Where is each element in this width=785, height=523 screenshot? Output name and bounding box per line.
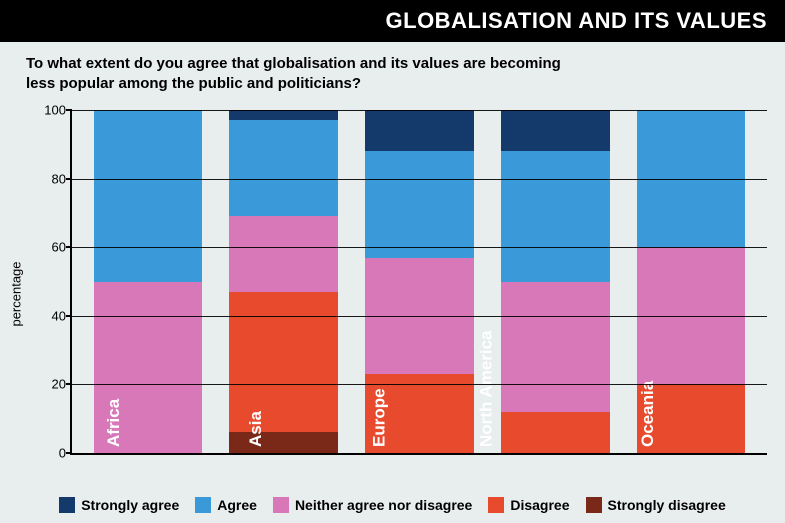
bar-column: Asia <box>229 110 338 453</box>
gridline <box>72 384 767 385</box>
legend: Strongly agree Agree Neither agree nor dis… <box>0 497 785 513</box>
legend-label: Strongly agree <box>81 497 179 513</box>
header-bar: GLOBALISATION AND ITS VALUES <box>0 0 785 42</box>
y-tick-label: 40 <box>36 308 66 323</box>
bar-category-label: Europe <box>370 388 390 447</box>
legend-item-agree: Agree <box>195 497 257 513</box>
y-axis-label: percentage <box>9 261 24 326</box>
subtitle-line1: To what extent do you agree that globali… <box>26 54 785 74</box>
bar-category-label: Asia <box>246 411 266 447</box>
bar-column: North America <box>501 110 610 453</box>
bar-segment-neither <box>229 216 338 291</box>
gridline <box>72 247 767 248</box>
gridline <box>72 316 767 317</box>
y-tick-label: 80 <box>36 171 66 186</box>
subtitle-line2: less popular among the public and politi… <box>26 74 785 94</box>
chart-area: percentage AfricaAsiaEuropeNorth America… <box>26 110 773 477</box>
bar-column: Europe <box>365 110 474 453</box>
legend-item-disagree: Disagree <box>488 497 569 513</box>
legend-label: Strongly disagree <box>608 497 726 513</box>
legend-swatch <box>195 497 211 513</box>
bar-segment-strongly_agree <box>501 110 610 151</box>
chart-question: To what extent do you agree that globali… <box>0 42 785 95</box>
bars-container: Africa Asia Europe North America Oceania <box>72 110 767 453</box>
bar-segment-strongly_agree <box>365 110 474 151</box>
legend-swatch <box>273 497 289 513</box>
bar-segment-agree <box>94 110 203 282</box>
legend-item-strongly_agree: Strongly agree <box>59 497 179 513</box>
y-tick-label: 60 <box>36 240 66 255</box>
y-tick-mark <box>66 178 72 180</box>
bar-segment-neither <box>501 282 610 412</box>
legend-label: Agree <box>217 497 257 513</box>
bar-stack <box>229 110 338 453</box>
y-tick-mark <box>66 246 72 248</box>
plot-area: AfricaAsiaEuropeNorth AmericaOceania 020… <box>70 110 767 455</box>
legend-label: Neither agree nor disagree <box>295 497 472 513</box>
legend-swatch <box>586 497 602 513</box>
bar-category-label: Africa <box>104 399 124 447</box>
legend-label: Disagree <box>510 497 569 513</box>
bar-stack <box>501 110 610 453</box>
bar-segment-agree <box>501 151 610 281</box>
y-tick-mark <box>66 315 72 317</box>
chart-frame: GLOBALISATION AND ITS VALUES To what ext… <box>0 0 785 523</box>
y-tick-mark <box>66 383 72 385</box>
bar-column: Oceania <box>637 110 746 453</box>
legend-swatch <box>59 497 75 513</box>
y-tick-mark <box>66 452 72 454</box>
legend-item-neither: Neither agree nor disagree <box>273 497 472 513</box>
page-title: GLOBALISATION AND ITS VALUES <box>386 8 767 34</box>
legend-item-strongly_disagree: Strongly disagree <box>586 497 726 513</box>
bar-segment-disagree <box>501 412 610 453</box>
bar-segment-agree <box>229 120 338 216</box>
legend-swatch <box>488 497 504 513</box>
gridline <box>72 179 767 180</box>
bar-segment-agree <box>365 151 474 257</box>
y-tick-mark <box>66 109 72 111</box>
y-tick-label: 0 <box>36 446 66 461</box>
bar-category-label: Oceania <box>638 381 658 447</box>
bar-column: Africa <box>94 110 203 453</box>
gridline <box>72 110 767 111</box>
y-tick-label: 100 <box>36 103 66 118</box>
bar-category-label: North America <box>477 330 497 447</box>
y-tick-label: 20 <box>36 377 66 392</box>
bar-segment-strongly_agree <box>229 110 338 120</box>
